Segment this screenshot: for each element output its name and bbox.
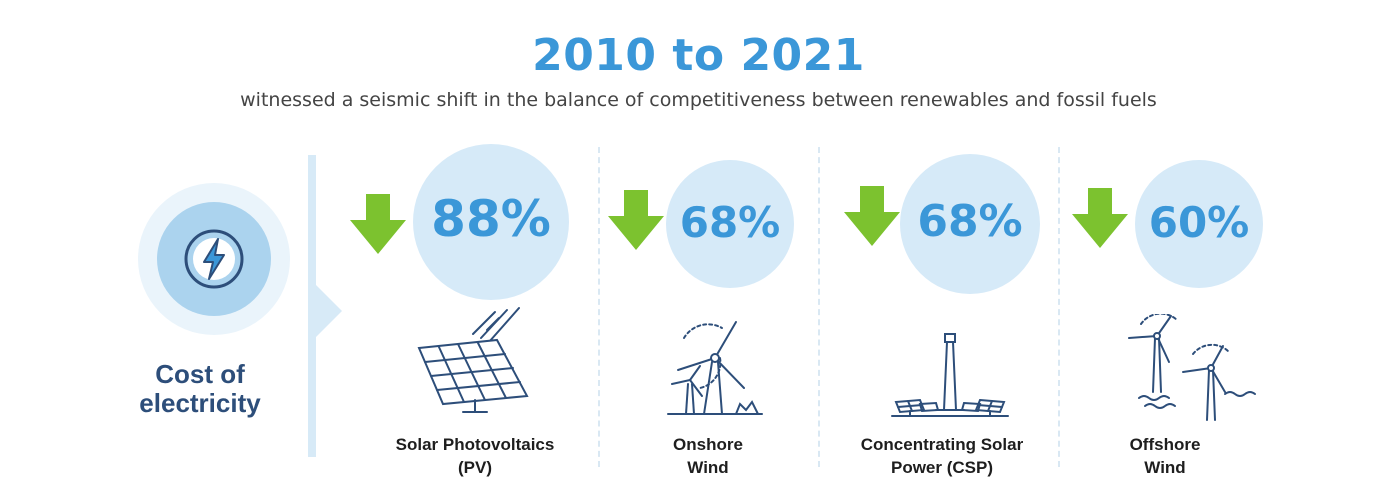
tech-label-onshore-wind: Onshore Wind (598, 433, 818, 479)
cost-label-line1: Cost of (155, 359, 245, 389)
page-title: 2010 to 2021 (532, 30, 865, 81)
page-subtitle: witnessed a seismic shift in the balance… (240, 89, 1157, 111)
solar-panel-icon (417, 307, 529, 413)
section-divider (308, 155, 316, 457)
column-separator (598, 147, 600, 467)
tech-label-line1: Onshore (673, 435, 743, 454)
solar-tower-icon (891, 333, 1009, 417)
tech-label-line2: (PV) (458, 458, 492, 477)
decline-value-offshore-wind: 60% (1148, 198, 1250, 247)
decline-value-csp: 68% (917, 196, 1023, 247)
cost-of-electricity-label: Cost of electricity (110, 360, 290, 418)
decline-circle-solar-pv (413, 144, 569, 300)
decline-value-onshore-wind: 68% (679, 198, 781, 247)
cost-label-line2: electricity (139, 388, 261, 418)
down-arrow-icon (1072, 188, 1128, 248)
decline-circle-csp (900, 154, 1040, 294)
column-separator (818, 147, 820, 467)
tech-label-offshore-wind: Offshore Wind (1055, 433, 1275, 479)
tech-label-solar-pv: Solar Photovoltaics (PV) (365, 433, 585, 479)
tech-label-line2: Wind (687, 458, 729, 477)
tech-label-line2: Power (CSP) (890, 458, 994, 477)
decline-circle-offshore-wind (1135, 160, 1263, 288)
offshore-wind-turbine-icon (1128, 314, 1256, 421)
column-separator (1058, 147, 1060, 467)
lightning-bolt-icon (184, 229, 244, 289)
tech-label-line1: Concentrating Solar (860, 435, 1024, 454)
tech-label-line1: Offshore (1129, 435, 1201, 454)
divider-pointer-arrow (314, 283, 342, 339)
tech-label-line1: Solar Photovoltaics (395, 435, 555, 454)
down-arrow-icon (844, 186, 900, 246)
decline-circle-onshore-wind (666, 160, 794, 288)
decline-value-solar-pv: 88% (431, 190, 551, 248)
onshore-wind-turbine-icon (667, 321, 763, 415)
down-arrow-icon (608, 190, 664, 250)
tech-label-csp: Concentrating Solar Power (CSP) (832, 433, 1052, 479)
tech-label-line2: Wind (1144, 458, 1186, 477)
down-arrow-icon (350, 194, 406, 254)
